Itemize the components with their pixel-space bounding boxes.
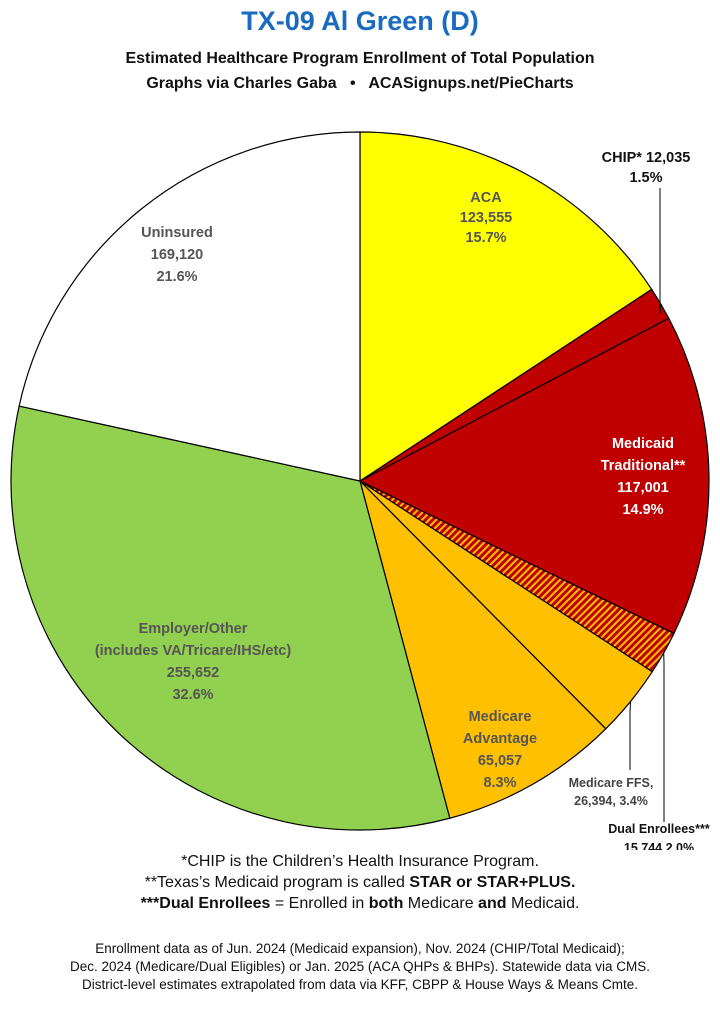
slice-label-medicare_adv: Medicare Advantage 65,057 8.3%	[463, 709, 537, 791]
slice-label-employer: Employer/Other (includes VA/Tricare/IHS/e…	[95, 621, 292, 703]
leader-line-medicare_ffs	[629, 701, 632, 770]
note-chip: *CHIP is the Children’s Health Insurance…	[181, 853, 539, 870]
note-medicaid: **Texas’s Medicaid program is called STA…	[144, 874, 576, 891]
pie-slice-medicaid	[359, 317, 710, 635]
pie-chart: ACA 123,555 15.7% CHIP* 12,035 1.5% Medicaid T…	[10, 131, 710, 850]
slice-label-chip: CHIP* 12,035 1.5%	[602, 150, 691, 186]
slice-label-medicaid: Medicaid Traditional** 117,001 14.9%	[601, 436, 686, 518]
slice-label-dual: Dual Enrollees*** 15,744 2.0%	[608, 822, 710, 850]
source-line-2: Dec. 2024 (Medicare/Dual Eligibles) or J…	[70, 959, 650, 974]
pie-slice-employer	[10, 405, 451, 831]
pie-slice-aca	[359, 131, 653, 482]
subtitle: Estimated Healthcare Program Enrollment …	[125, 50, 595, 67]
leader-line-chip	[659, 188, 662, 314]
slice-label-aca: ACA 123,555 15.7%	[460, 190, 512, 246]
slice-label-uninsured: Uninsured 169,120 21.6%	[141, 225, 213, 285]
pie-slice-medicare_adv	[359, 480, 607, 819]
pie-slice-uninsured	[18, 131, 361, 482]
page-title: TX-09 Al Green (D)	[241, 6, 479, 36]
footnotes: *CHIP is the Children’s Health Insurance…	[0, 851, 720, 914]
note-dual: ***Dual Enrollees = Enrolled in both Med…	[140, 895, 580, 912]
credit-line: Graphs via Charles Gaba • ACASignups.net…	[146, 75, 574, 92]
slice-label-medicare_ffs: Medicare FFS, 26,394, 3.4%	[569, 776, 654, 808]
source-line-3: District-level estimates extrapolated fr…	[82, 977, 638, 992]
source-line-1: Enrollment data as of Jun. 2024 (Medicai…	[95, 941, 625, 956]
source-footer: Enrollment data as of Jun. 2024 (Medicai…	[0, 940, 720, 994]
